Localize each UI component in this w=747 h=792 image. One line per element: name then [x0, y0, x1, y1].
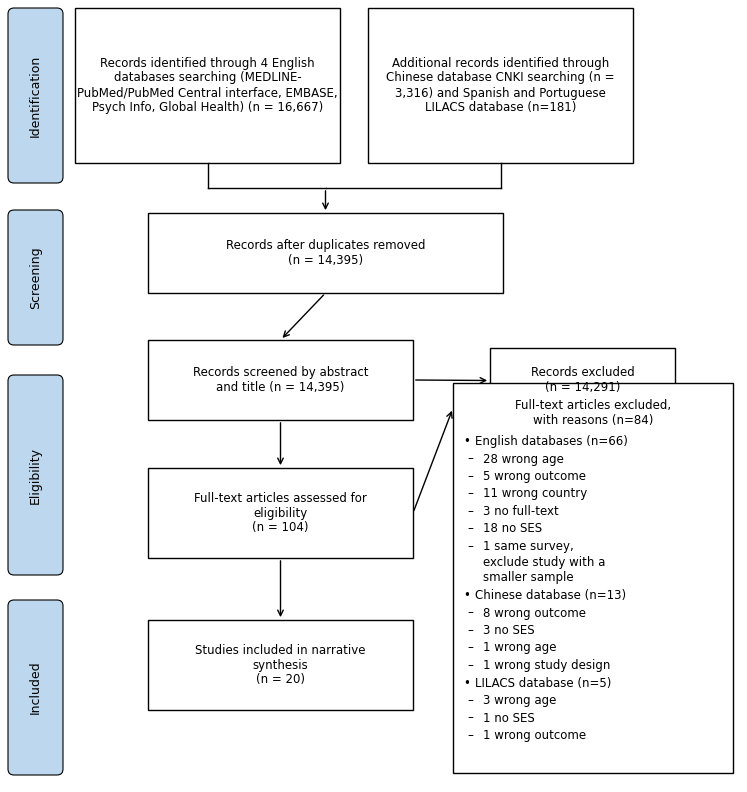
FancyBboxPatch shape: [148, 340, 413, 420]
Text: –: –: [467, 729, 473, 742]
Text: 3 wrong age: 3 wrong age: [483, 694, 557, 707]
Text: •: •: [463, 589, 470, 602]
Text: Records screened by abstract
and title (n = 14,395): Records screened by abstract and title (…: [193, 366, 368, 394]
Text: –: –: [467, 523, 473, 535]
Text: 28 wrong age: 28 wrong age: [483, 452, 564, 466]
Text: Included: Included: [29, 661, 42, 714]
FancyBboxPatch shape: [148, 620, 413, 710]
Text: exclude study with a: exclude study with a: [483, 556, 605, 569]
FancyBboxPatch shape: [368, 8, 633, 163]
Text: 1 wrong outcome: 1 wrong outcome: [483, 729, 586, 742]
Text: –: –: [467, 624, 473, 637]
FancyBboxPatch shape: [453, 383, 733, 773]
Text: –: –: [467, 659, 473, 672]
Text: –: –: [467, 452, 473, 466]
Text: Records excluded
(n = 14,291): Records excluded (n = 14,291): [530, 367, 634, 394]
Text: 5 wrong outcome: 5 wrong outcome: [483, 470, 586, 483]
Text: –: –: [467, 540, 473, 553]
Text: 11 wrong country: 11 wrong country: [483, 488, 587, 501]
Text: Screening: Screening: [29, 246, 42, 309]
Text: •: •: [463, 676, 470, 690]
FancyBboxPatch shape: [8, 600, 63, 775]
Text: smaller sample: smaller sample: [483, 572, 574, 584]
Text: Full-text articles assessed for
eligibility
(n = 104): Full-text articles assessed for eligibil…: [194, 492, 367, 535]
Text: Studies included in narrative
synthesis
(n = 20): Studies included in narrative synthesis …: [195, 643, 366, 687]
Text: Records after duplicates removed
(n = 14,395): Records after duplicates removed (n = 14…: [226, 239, 425, 267]
Text: Identification: Identification: [29, 55, 42, 137]
Text: –: –: [467, 642, 473, 654]
Text: –: –: [467, 607, 473, 619]
Text: 18 no SES: 18 no SES: [483, 523, 542, 535]
FancyBboxPatch shape: [75, 8, 340, 163]
Text: Records identified through 4 English
databases searching (MEDLINE-
PubMed/PubMed: Records identified through 4 English dat…: [77, 56, 338, 115]
Text: Additional records identified through
Chinese database CNKI searching (n =
3,316: Additional records identified through Ch…: [386, 56, 615, 115]
Text: •: •: [463, 435, 470, 448]
Text: 3 no SES: 3 no SES: [483, 624, 535, 637]
FancyBboxPatch shape: [8, 210, 63, 345]
Text: Eligibility: Eligibility: [29, 447, 42, 504]
Text: LILACS database (n=5): LILACS database (n=5): [475, 676, 611, 690]
Text: 1 no SES: 1 no SES: [483, 711, 535, 725]
Text: Full-text articles excluded,
with reasons (n=84): Full-text articles excluded, with reason…: [515, 399, 671, 427]
Text: 1 wrong study design: 1 wrong study design: [483, 659, 610, 672]
FancyBboxPatch shape: [148, 213, 503, 293]
Text: –: –: [467, 470, 473, 483]
Text: 1 wrong age: 1 wrong age: [483, 642, 557, 654]
FancyBboxPatch shape: [490, 348, 675, 413]
FancyBboxPatch shape: [8, 8, 63, 183]
FancyBboxPatch shape: [148, 468, 413, 558]
Text: 8 wrong outcome: 8 wrong outcome: [483, 607, 586, 619]
Text: –: –: [467, 488, 473, 501]
Text: 3 no full-text: 3 no full-text: [483, 505, 559, 518]
Text: English databases (n=66): English databases (n=66): [475, 435, 628, 448]
Text: –: –: [467, 711, 473, 725]
Text: Chinese database (n=13): Chinese database (n=13): [475, 589, 626, 602]
FancyBboxPatch shape: [8, 375, 63, 575]
Text: 1 same survey,: 1 same survey,: [483, 540, 574, 553]
Text: –: –: [467, 694, 473, 707]
Text: –: –: [467, 505, 473, 518]
